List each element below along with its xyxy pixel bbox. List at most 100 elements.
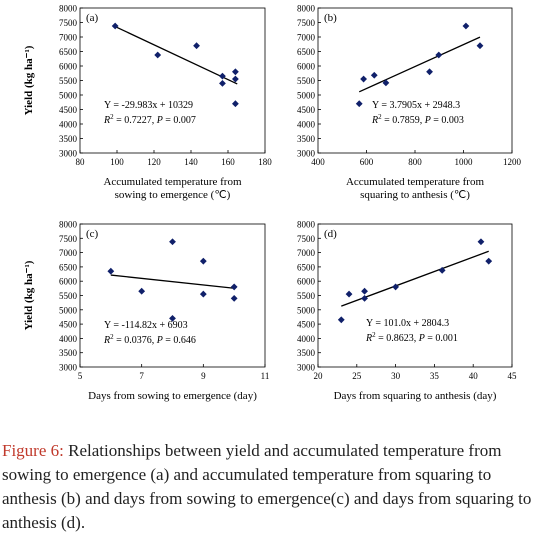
panel-3-data-point	[230, 294, 238, 302]
panel-4-xtick-label: 35	[430, 371, 440, 381]
figure-chart: 3000350040004500500055006000650070007500…	[23, 4, 522, 403]
panel-2-data-point	[382, 79, 390, 87]
panel-3-ytick-label: 4500	[59, 320, 78, 330]
panel-1-xtick-label: 180	[258, 157, 272, 167]
panel-4-ytick-label: 7000	[297, 248, 316, 258]
panel-3-label: (c)	[86, 228, 99, 240]
panel-1-ytick-label: 3500	[59, 134, 78, 144]
panel-2-trend-line	[358, 36, 481, 93]
panel-4-ytick-label: 3000	[297, 363, 316, 373]
panel-1-ytick-label: 6500	[59, 47, 78, 57]
panel-4-ytick-label: 4500	[297, 320, 316, 330]
panel-4-data-point	[361, 294, 368, 302]
panel-4-data-point	[485, 257, 493, 265]
panel-3-stats: R2 = 0.0376, P = 0.646	[103, 333, 196, 346]
panel-2-equation: Y = 3.7905x + 2948.3	[372, 100, 460, 111]
panel-1-data-point	[232, 75, 239, 83]
panel-2-xtick-label: 400	[311, 157, 325, 167]
panel-4-ytick-label: 4000	[297, 334, 316, 344]
panel-1-ylabel: Yield (kg ha⁻¹)	[23, 45, 35, 115]
panel-2-xtick-label: 1000	[455, 157, 474, 167]
panel-2-ytick-label: 3000	[297, 149, 316, 159]
panel-2-data-point	[426, 68, 433, 76]
panel-2-ytick-label: 7000	[297, 33, 316, 43]
panel-3-data-point	[199, 290, 207, 298]
panel-4-data-point	[337, 316, 345, 324]
panel-1-stats: R2 = 0.7227, P = 0.007	[103, 113, 196, 126]
panel-4-data-point	[438, 266, 446, 274]
panel-4-data-point	[477, 238, 485, 246]
panel-3-equation: Y = -114.82x + 6903	[104, 320, 188, 331]
panel-3-ytick-label: 5000	[59, 305, 78, 315]
panel-3-ytick-label: 3500	[59, 348, 78, 358]
panel-2-xtick-label: 600	[360, 157, 374, 167]
panel-2-xtick-label: 800	[408, 157, 422, 167]
panel-2-ytick-label: 3500	[297, 134, 316, 144]
panel-4-ytick-label: 6000	[297, 277, 316, 287]
panel-3-data-point	[169, 238, 176, 246]
panel-4-stats: R2 = 0.8623, P = 0.001	[365, 331, 458, 344]
panel-1-xlabel: Accumulated temperature from	[103, 176, 241, 188]
panel-1-label: (a)	[86, 12, 99, 24]
panel-3-xtick-label: 9	[201, 371, 206, 381]
panel-3-xtick-label: 11	[261, 371, 270, 381]
panel-2-ytick-label: 8000	[297, 4, 316, 14]
panel-3-ytick-label: 7500	[59, 234, 78, 244]
panel-1-equation: Y = -29.983x + 10329	[104, 100, 193, 111]
panel-2-stats: R2 = 0.7859, P = 0.003	[371, 113, 464, 126]
panel-4-ytick-label: 8000	[297, 220, 316, 230]
panel-3-data-point	[138, 287, 146, 295]
panel-2-data-point	[370, 71, 378, 79]
panel-1-xtick-label: 140	[184, 157, 198, 167]
panel-2-frame	[317, 7, 513, 154]
panel-4-xtick-label: 25	[352, 371, 362, 381]
panel-2-xlabel: squaring to anthesis (℃)	[360, 189, 470, 201]
panel-2-ytick-label: 5000	[297, 91, 316, 101]
panel-4-xlabel: Days from squaring to anthesis (day)	[334, 390, 497, 402]
panel-3-data-point	[169, 314, 176, 322]
panel-1-data-point	[219, 80, 226, 87]
panel-3-xtick-label: 7	[139, 371, 144, 381]
panel-1-xtick-label: 120	[147, 157, 161, 167]
panel-4-xtick-label: 20	[314, 371, 324, 381]
panel-1-ytick-label: 7500	[59, 18, 78, 28]
panel-3-ylabel: Yield (kg ha⁻¹)	[23, 260, 35, 330]
panel-1-xtick-label: 160	[221, 157, 235, 167]
panel-1-ytick-label: 7000	[59, 33, 78, 43]
figure-caption: Figure 6: Relationships between yield an…	[2, 439, 539, 535]
panel-4-equation: Y = 101.0x + 2804.3	[366, 318, 449, 329]
panel-2-data-point	[462, 22, 470, 30]
panel-2-ytick-label: 5500	[297, 76, 316, 86]
panel-1-data-point	[219, 72, 226, 80]
panel-4-xtick-label: 40	[469, 371, 479, 381]
panel-3-xlabel: Days from sowing to emergence (day)	[88, 390, 257, 402]
panel-2-data-point	[360, 75, 367, 83]
panel-1-data-point	[154, 51, 162, 59]
panel-3-ytick-label: 4000	[59, 334, 78, 344]
panel-1-data-point	[193, 42, 200, 50]
caption-text: Relationships between yield and accumula…	[2, 441, 532, 532]
panel-1-data-point	[111, 22, 119, 30]
panel-3-xtick-label: 5	[78, 371, 83, 381]
panel-4-data-point	[345, 290, 353, 298]
panel-3-trend-line	[110, 274, 235, 289]
panel-3-ytick-label: 8000	[59, 220, 78, 230]
panel-2-data-point	[435, 51, 443, 59]
panel-3-data-point	[230, 283, 238, 291]
panel-2-ytick-label: 6000	[297, 62, 316, 72]
panel-1-data-point	[232, 100, 239, 108]
panel-2-label: (b)	[324, 12, 337, 24]
caption-label: Figure 6:	[2, 441, 64, 460]
panel-2-ytick-label: 4500	[297, 105, 316, 115]
panel-1-ytick-label: 5500	[59, 76, 78, 86]
panel-1-xtick-label: 80	[76, 157, 86, 167]
panel-4-label: (d)	[324, 228, 337, 240]
panel-1-xlabel: sowing to emergence (℃)	[115, 189, 231, 201]
panel-4-xtick-label: 30	[391, 371, 401, 381]
panel-3-data-point	[199, 257, 207, 265]
panel-1-ytick-label: 8000	[59, 4, 78, 14]
panel-1-ytick-label: 3000	[59, 149, 78, 159]
panel-1-ytick-label: 4500	[59, 105, 78, 115]
panel-3-ytick-label: 5500	[59, 291, 78, 301]
panel-2-data-point	[476, 42, 484, 50]
